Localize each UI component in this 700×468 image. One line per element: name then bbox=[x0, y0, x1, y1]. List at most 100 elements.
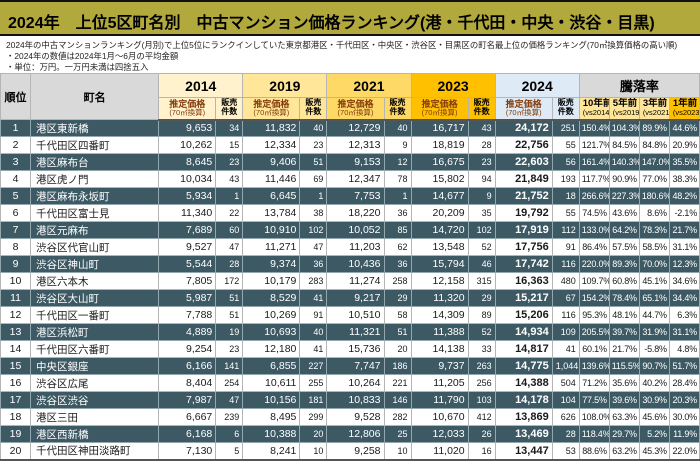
change-subheader-4: 1年前 (vs2023) bbox=[668, 97, 700, 121]
price-2021-cell: 11,321 bbox=[326, 323, 385, 341]
price-subheader-2014: 推定価格 (70㎡換算) bbox=[158, 97, 217, 121]
sales-2024-cell: 251 bbox=[551, 119, 580, 137]
sales-2019-cell: 1 bbox=[299, 187, 328, 205]
rank-cell: 19 bbox=[0, 425, 32, 443]
note-line-3: ・単位：万円。一万円未満は四捨五入 bbox=[6, 61, 149, 72]
sales-label: 販売 bbox=[557, 98, 574, 108]
year-header-2023: 2023 bbox=[410, 73, 496, 98]
change-1年前-cell: 35.5% bbox=[668, 153, 700, 171]
town-name-cell: 港区麻布台 bbox=[30, 153, 160, 171]
price-label: 推定価格 bbox=[253, 98, 290, 109]
page-title: 2024年 上位5区町名別 中古マンション価格ランキング(港・千代田・中央・渋谷… bbox=[0, 0, 700, 36]
table-row: 10 港区六本木 7,805 172 10,179 283 11,274 258 12,158 3… bbox=[0, 272, 700, 290]
sales-2023-cell: 43 bbox=[467, 119, 496, 137]
price-2024-cell: 15,217 bbox=[494, 289, 553, 307]
price-2021-cell: 10,436 bbox=[326, 255, 385, 273]
rank-cell: 20 bbox=[0, 442, 32, 461]
price-2023-cell: 13,548 bbox=[410, 238, 469, 256]
town-name-cell: 港区虎ノ門 bbox=[30, 170, 160, 188]
year-header-2021: 2021 bbox=[326, 73, 412, 98]
change-5年前-cell: 78.4% bbox=[608, 289, 640, 307]
price-2014-cell: 7,689 bbox=[158, 221, 217, 239]
change-5年前-cell: 39.7% bbox=[608, 323, 640, 341]
sales-2014-cell: 51 bbox=[215, 306, 244, 324]
change-5年前-cell: 43.6% bbox=[608, 204, 640, 222]
rank-cell: 15 bbox=[0, 357, 32, 375]
price-2023-cell: 14,309 bbox=[410, 306, 469, 324]
sales-2014-cell: 141 bbox=[215, 357, 244, 375]
town-name-cell: 渋谷区広尾 bbox=[30, 374, 160, 392]
change-10年前-cell: 150.4% bbox=[578, 119, 610, 137]
price-2023-cell: 15,794 bbox=[410, 255, 469, 273]
change-10年前-cell: 205.5% bbox=[578, 323, 610, 341]
price-2014-cell: 7,805 bbox=[158, 272, 217, 290]
change-1年前-cell: 48.2% bbox=[668, 187, 700, 205]
price-2024-cell: 17,756 bbox=[494, 238, 553, 256]
price-2019-cell: 11,271 bbox=[242, 238, 301, 256]
sales-2024-cell: 55 bbox=[551, 136, 580, 154]
sales-2024-cell: 28 bbox=[551, 425, 580, 443]
change-10年前-cell: 95.3% bbox=[578, 306, 610, 324]
sales-2021-cell: 58 bbox=[383, 306, 412, 324]
price-sublabel: (70㎡換算) bbox=[337, 108, 374, 118]
change-5年前-cell: 64.2% bbox=[608, 221, 640, 239]
sales-2024-cell: 91 bbox=[551, 238, 580, 256]
sales-2019-cell: 255 bbox=[299, 374, 328, 392]
change-5年前-cell: 104.3% bbox=[608, 119, 640, 137]
sales-2014-cell: 47 bbox=[215, 238, 244, 256]
change-3年前-cell: 90.7% bbox=[638, 357, 670, 375]
rank-cell: 13 bbox=[0, 323, 32, 341]
sales-2024-cell: 116 bbox=[551, 306, 580, 324]
change-1年前-cell: 31.1% bbox=[668, 238, 700, 256]
sales-2023-cell: 28 bbox=[467, 136, 496, 154]
change-10年前-cell: 74.5% bbox=[578, 204, 610, 222]
price-sublabel: (70㎡換算) bbox=[253, 108, 290, 118]
year-header-2024: 2024 bbox=[494, 73, 580, 98]
price-2019-cell: 10,156 bbox=[242, 391, 301, 409]
sales-2019-cell: 23 bbox=[299, 136, 328, 154]
price-2014-cell: 6,168 bbox=[158, 425, 217, 443]
rank-cell: 5 bbox=[0, 187, 32, 205]
sales-2023-cell: 94 bbox=[467, 170, 496, 188]
price-2019-cell: 10,693 bbox=[242, 323, 301, 341]
change-10年前-cell: 161.4% bbox=[578, 153, 610, 171]
change-5年前-cell: 21.7% bbox=[608, 340, 640, 358]
price-2014-cell: 4,889 bbox=[158, 323, 217, 341]
price-subheader-2021: 推定価格 (70㎡換算) bbox=[326, 97, 385, 121]
change-3年前-cell: 89.9% bbox=[638, 119, 670, 137]
sales-2021-cell: 10 bbox=[383, 442, 412, 461]
change-5年前-cell: 35.6% bbox=[608, 374, 640, 392]
sales-2024-cell: 67 bbox=[551, 289, 580, 307]
change-3年前-cell: -5.8% bbox=[638, 340, 670, 358]
price-2019-cell: 10,179 bbox=[242, 272, 301, 290]
price-2014-cell: 9,653 bbox=[158, 119, 217, 137]
note-line-1: 2024年の中古マンションランキング(月別)で上位5位にランクインしていた東京都… bbox=[6, 40, 678, 50]
change-1年前-cell: 11.9% bbox=[668, 425, 700, 443]
table-row: 7 港区元麻布 7,689 60 10,910 102 10,052 85 14,720 102 1… bbox=[0, 221, 700, 239]
notes-block: 2024年の中古マンションランキング(月別)で上位5位にランクインしていた東京都… bbox=[0, 36, 700, 72]
sales-2014-cell: 23 bbox=[215, 153, 244, 171]
change-rate-header: 騰落率 bbox=[578, 73, 700, 98]
sales-2014-cell: 239 bbox=[215, 408, 244, 426]
table-row: 12 千代田区一番町 7,788 51 10,269 91 10,510 58 14,309 89… bbox=[0, 306, 700, 324]
price-2019-cell: 8,241 bbox=[242, 442, 301, 461]
sales-2019-cell: 69 bbox=[299, 170, 328, 188]
price-label: 推定価格 bbox=[169, 98, 206, 109]
town-name-cell: 千代田区六番町 bbox=[30, 340, 160, 358]
sales-2014-cell: 6 bbox=[215, 425, 244, 443]
price-2014-cell: 5,934 bbox=[158, 187, 217, 205]
change-1年前-cell: -2.1% bbox=[668, 204, 700, 222]
change-label: 1年前 bbox=[672, 97, 698, 109]
price-2021-cell: 18,220 bbox=[326, 204, 385, 222]
sales-2019-cell: 91 bbox=[299, 306, 328, 324]
sales-2023-cell: 263 bbox=[467, 357, 496, 375]
sales-2014-cell: 1 bbox=[215, 187, 244, 205]
change-vs-label: (vs2019) bbox=[612, 108, 640, 118]
town-name-cell: 港区浜松町 bbox=[30, 323, 160, 341]
price-2019-cell: 9,374 bbox=[242, 255, 301, 273]
sales-2021-cell: 221 bbox=[383, 374, 412, 392]
price-2024-cell: 16,363 bbox=[494, 272, 553, 290]
price-2023-cell: 11,320 bbox=[410, 289, 469, 307]
change-1年前-cell: 34.4% bbox=[668, 289, 700, 307]
price-label: 推定価格 bbox=[421, 98, 458, 109]
